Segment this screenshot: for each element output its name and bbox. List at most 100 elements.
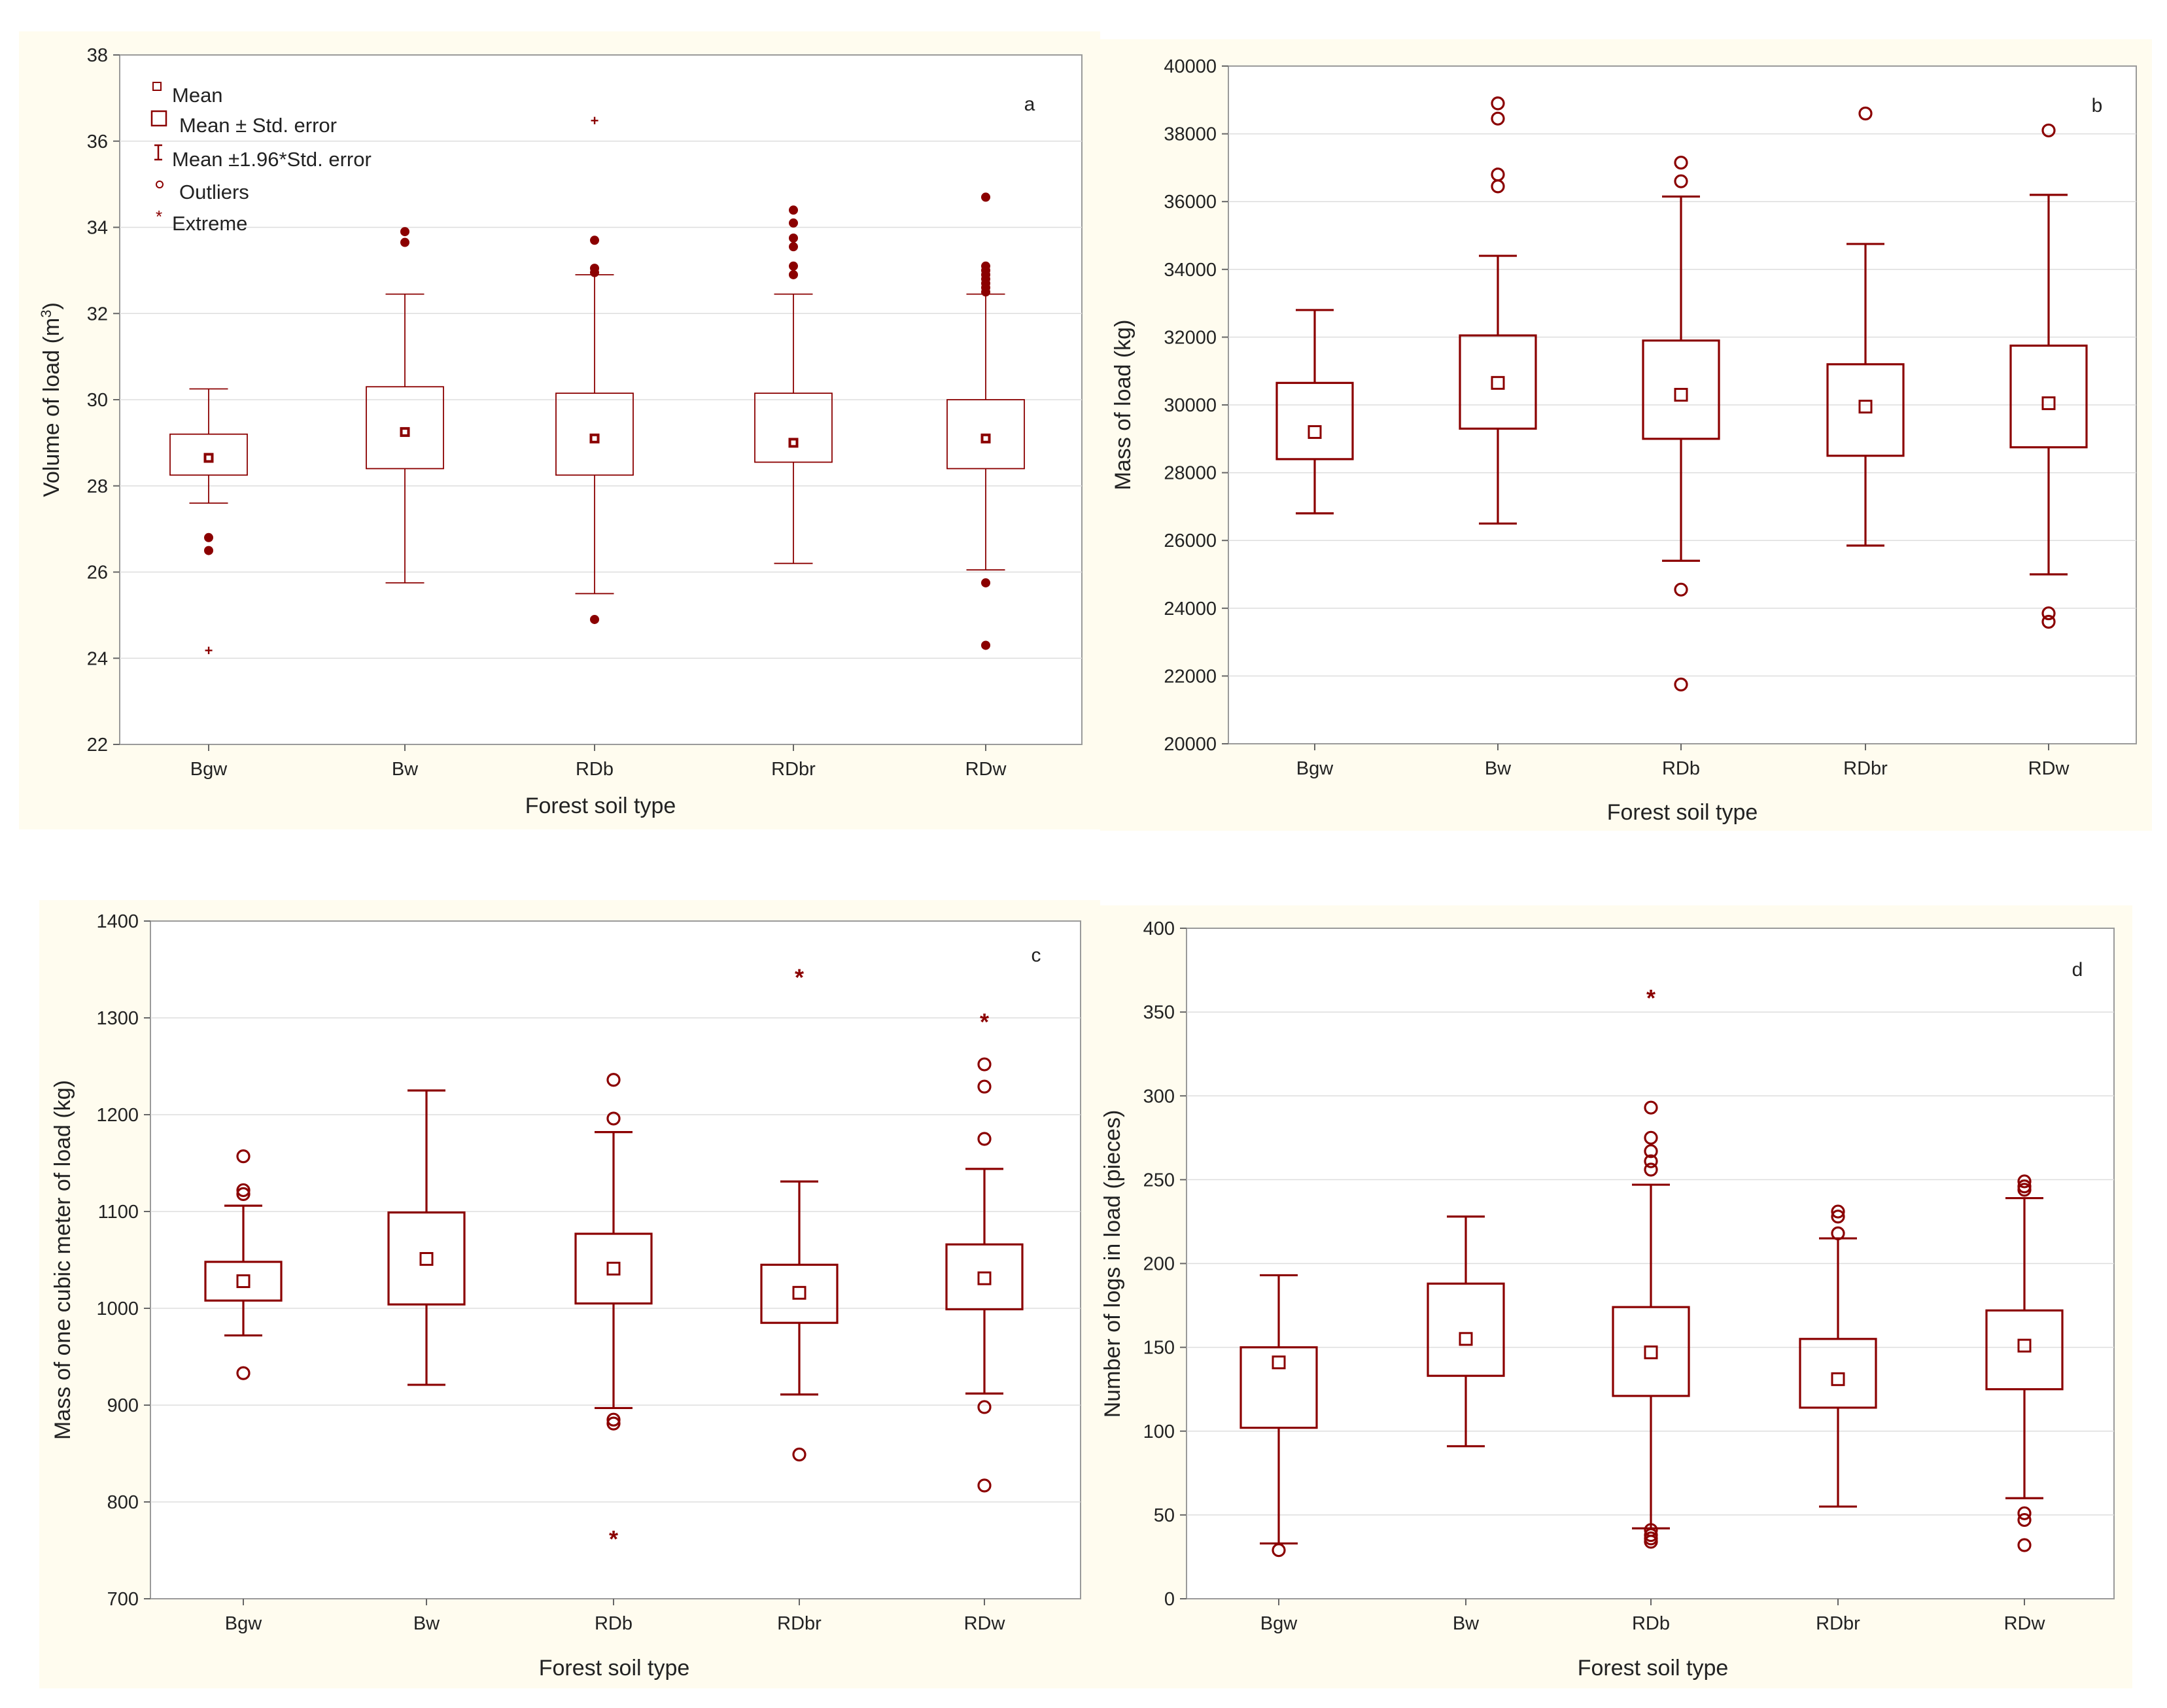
panel-c-gridlines <box>150 1017 1081 1503</box>
panel-d-bw-mean-marker <box>1459 1332 1473 1346</box>
panel-c-rdw-mean-marker <box>977 1271 992 1285</box>
panel-a-tag: a <box>1024 94 1035 115</box>
legend-se-label: Mean ± Std. error <box>179 114 337 137</box>
panel-b-x-tick-label-rdb: RDb <box>1662 758 1700 779</box>
panel-c-marks: * * * <box>204 964 1024 1552</box>
panel-c-rdw-outlier <box>977 1400 992 1414</box>
panel-d-bgw-se-box <box>1240 1346 1318 1429</box>
panel-a-y-axis-label-superscript: 3 <box>38 310 54 318</box>
panel-a-y-tick-label: 30 <box>87 390 108 411</box>
panel-a-x-tick-label-rdbr: RDbr <box>771 759 816 780</box>
panel-a-rdbr-se-box <box>754 392 833 463</box>
panel-d-rdbr-se-box <box>1799 1338 1877 1409</box>
panel-a-rdb-outlier <box>590 614 599 624</box>
legend-mean-symbol <box>152 82 162 91</box>
legend-extreme-symbol: * <box>156 207 162 226</box>
panel-a-rdbr-outlier <box>789 270 798 279</box>
panel-d-rdb-outlier <box>1644 1154 1658 1168</box>
panel-c-y-tick-label: 800 <box>107 1492 139 1513</box>
panel-d-rdbr-outlier <box>1831 1204 1845 1219</box>
panel-d-x-tick-label-rdbr: RDbr <box>1816 1613 1860 1634</box>
panel-c-rdb-mean-marker <box>606 1261 621 1276</box>
panel-c-tag: c <box>1031 945 1041 966</box>
panel-a-x-tick-label-bw: Bw <box>392 759 419 780</box>
panel-d-x-tick-label-bgw: Bgw <box>1260 1613 1298 1634</box>
panel-b-x-tick-label-bgw: Bgw <box>1296 758 1334 779</box>
panel-d-tag: d <box>2072 959 2083 981</box>
panel-d-rdb-box: * <box>1612 985 1690 1549</box>
panel-d-rdw-box <box>1985 1174 2064 1552</box>
panel-c-rdbr-extreme: * <box>795 964 804 990</box>
panel-b-x-tick-label-rdw: RDw <box>2028 758 2070 779</box>
panel-b-bw-mean-marker <box>1491 375 1505 390</box>
panel-a-x-tick-label-rdb: RDb <box>576 759 614 780</box>
panel-d-bw-box <box>1427 1215 1505 1448</box>
panel-a-rdbr-box <box>754 205 833 565</box>
panel-a-rdb-outlier <box>590 268 599 277</box>
panel-a-bw-outlier <box>400 227 409 237</box>
panel-c-bgw-mean-marker <box>236 1274 251 1289</box>
panel-d-bgw-outlier <box>1272 1543 1286 1558</box>
panel-a-rdw-mean-marker <box>980 433 991 444</box>
panel-c-y-tick-label: 1100 <box>98 1202 139 1223</box>
panel-c-y-tick-label: 1200 <box>96 1105 139 1126</box>
panel-b-bw-box <box>1459 96 1537 525</box>
panel-a-bgw-box: + <box>169 388 248 659</box>
panel-c-bw-se-box <box>387 1211 466 1306</box>
panel-a-rdbr-mean-marker <box>788 438 799 448</box>
legend-ci-symbol <box>154 144 162 161</box>
panel-a-bw-outlier <box>400 237 409 247</box>
panel-b-rdbr-outlier <box>1858 106 1873 121</box>
panel-d-rdw-outlier <box>2017 1538 2032 1552</box>
panel-a-bgw-se-box <box>169 433 248 476</box>
panel-d-bw-se-box <box>1427 1282 1505 1377</box>
panel-a-bgw-outlier <box>204 546 213 555</box>
panel-b-rdb-outlier <box>1674 174 1688 188</box>
panel-a-rdbr-outlier <box>789 242 798 252</box>
panel-b-bw-se-box <box>1459 334 1537 430</box>
panel-d-y-axis-label: Number of logs in load (pieces) <box>1100 1110 1125 1418</box>
panel-b-y-tick-label: 30000 <box>1164 395 1217 416</box>
panel-b-rdw-box <box>2009 123 2088 629</box>
panel-c-bgw-outlier <box>236 1366 251 1380</box>
panel-c-y-tick-label: 1000 <box>96 1298 139 1319</box>
panel-a-x-axis-label: Forest soil type <box>525 793 676 818</box>
panel-c-x-tick-label-rdb: RDb <box>595 1613 633 1634</box>
panel-a-y-tick-label: 24 <box>87 648 108 669</box>
panel-a-y-axis-label: Volume of load (m3) <box>38 302 64 497</box>
panel-b-y-ticks: 20000 22000 24000 26000 28000 30000 32000 34000… <box>1164 56 1228 755</box>
panel-b-x-tick-label-bw: Bw <box>1485 758 1512 779</box>
panel-c-rdw-outlier <box>977 1132 992 1146</box>
panel-a-rdw-outlier <box>981 192 990 202</box>
panel-c-rdb-se-box <box>574 1232 653 1305</box>
panel-d-rdb-outlier <box>1644 1130 1658 1145</box>
panel-a-y-ticks: 22 24 26 28 30 32 34 36 38 <box>87 45 120 756</box>
panel-d-rdb-outlier <box>1644 1100 1658 1115</box>
legend-extreme-label: Extreme <box>172 212 247 235</box>
panel-a-rdw-se-box <box>946 399 1025 470</box>
panel-b-rdbr-box <box>1826 106 1905 547</box>
panel-c-rdbr-outlier <box>792 1447 806 1462</box>
panel-d-y-tick-label: 250 <box>1143 1170 1175 1191</box>
panel-c-rdw-outlier <box>977 1057 992 1072</box>
panel-c-y-ticks: 700 800 900 1000 1100 1200 1300 1400 <box>96 911 150 1610</box>
panel-d-rdw-outlier <box>2017 1183 2032 1197</box>
panel-b-gridlines <box>1228 133 2136 677</box>
panel-c-rdw-box: * <box>945 1008 1024 1493</box>
panel-a-bw-box <box>366 227 444 584</box>
panel-c-bgw-outlier <box>236 1183 251 1198</box>
panel-c-y-tick-label: 1300 <box>96 1008 139 1029</box>
panel-a-rdb-mean-marker <box>589 433 600 444</box>
panel-a-y-tick-label: 36 <box>87 131 108 152</box>
panel-d-bgw-mean-marker <box>1272 1355 1286 1370</box>
panel-a-legend: Mean Mean ± Std. error Mean ±1.96*Std. e… <box>150 82 372 235</box>
panel-b-rdb-mean-marker <box>1674 387 1688 402</box>
panel-d-rdb-mean-marker <box>1644 1345 1658 1359</box>
panel-d-rdw-outlier <box>2017 1174 2032 1189</box>
panel-d-y-tick-label: 300 <box>1143 1086 1175 1107</box>
panel-b-bgw-box <box>1275 309 1354 515</box>
panel-b-y-tick-label: 24000 <box>1164 599 1217 619</box>
